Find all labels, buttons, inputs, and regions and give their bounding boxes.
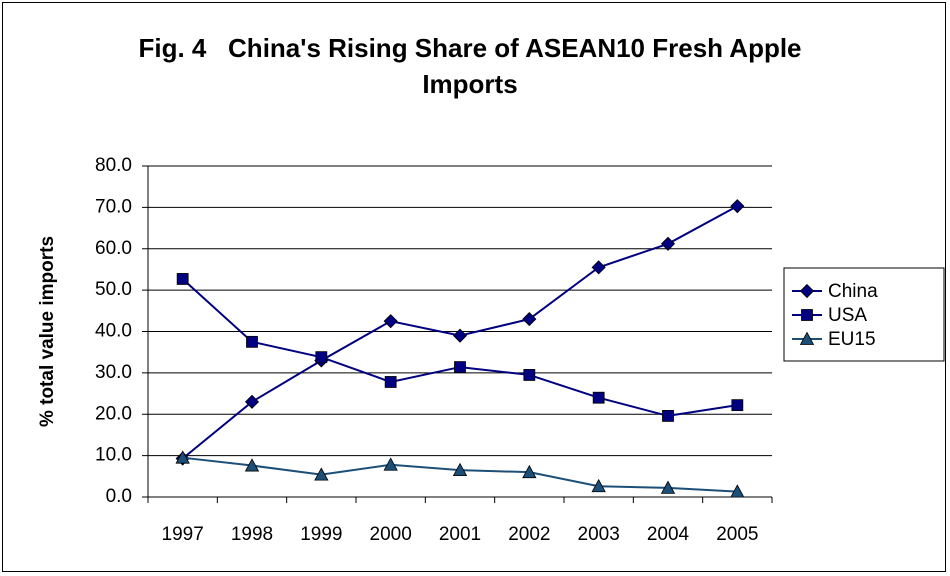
x-tick-label: 2002 bbox=[508, 524, 550, 545]
legend-label: EU15 bbox=[828, 329, 876, 350]
marker-diamond bbox=[244, 394, 260, 409]
legend-marker bbox=[801, 309, 813, 321]
marker-square bbox=[454, 361, 466, 373]
series-line bbox=[181, 278, 738, 417]
marker-triangle bbox=[244, 458, 260, 472]
x-tick-label: 1997 bbox=[162, 524, 204, 545]
marker-square bbox=[176, 273, 189, 285]
x-tick-label: 2005 bbox=[716, 524, 758, 545]
y-tick-label: 80.0 bbox=[95, 155, 132, 176]
y-tick-label: 40.0 bbox=[95, 321, 132, 342]
legend-marker-shape bbox=[799, 331, 815, 345]
chart-title: Fig. 4 China's Rising Share of ASEAN10 F… bbox=[138, 33, 809, 99]
y-tick-label: 30.0 bbox=[95, 362, 132, 383]
marker-triangle bbox=[522, 464, 537, 479]
y-tick-label: 60.0 bbox=[95, 238, 132, 259]
x-tick-label: 1998 bbox=[231, 524, 273, 545]
y-tick-label: 20.0 bbox=[95, 403, 132, 424]
marker-triangle bbox=[314, 467, 329, 481]
marker-triangle bbox=[591, 478, 606, 493]
y-tick-label: 50.0 bbox=[95, 279, 132, 300]
marker-diamond bbox=[383, 314, 398, 329]
marker-triangle bbox=[452, 462, 468, 477]
marker-square bbox=[662, 410, 674, 422]
x-tick-label: 2001 bbox=[439, 524, 481, 545]
marker-square bbox=[315, 351, 328, 364]
marker-triangle bbox=[730, 484, 745, 498]
legend-marker-shape bbox=[799, 283, 815, 299]
marker-diamond bbox=[660, 236, 676, 251]
x-tick-label: 2003 bbox=[578, 524, 620, 545]
legend-marker bbox=[799, 331, 815, 345]
marker-square bbox=[592, 391, 605, 404]
legend-label: USA bbox=[828, 305, 867, 326]
marker-triangle bbox=[175, 450, 190, 464]
y-tick-label: 0.0 bbox=[106, 486, 132, 507]
x-tick-label: 2000 bbox=[370, 524, 412, 545]
marker-diamond bbox=[522, 312, 537, 327]
legend-marker-shape bbox=[801, 309, 813, 321]
x-tick-label: 2004 bbox=[647, 524, 690, 545]
marker-diamond bbox=[591, 260, 606, 275]
legend-marker bbox=[799, 283, 815, 299]
y-tick-label: 10.0 bbox=[95, 445, 132, 466]
marker-square bbox=[384, 376, 397, 388]
marker-square bbox=[246, 335, 258, 348]
marker-triangle bbox=[660, 480, 676, 494]
marker-square bbox=[731, 399, 744, 412]
x-tick-label: 1999 bbox=[300, 524, 342, 545]
marker-diamond bbox=[452, 328, 468, 343]
marker-diamond bbox=[730, 199, 745, 214]
marker-square bbox=[523, 369, 536, 381]
legend-label: China bbox=[828, 281, 878, 302]
marker-triangle bbox=[383, 457, 398, 471]
y-tick-label: 70.0 bbox=[95, 196, 132, 217]
y-axis-label: % total value imports bbox=[37, 236, 58, 427]
